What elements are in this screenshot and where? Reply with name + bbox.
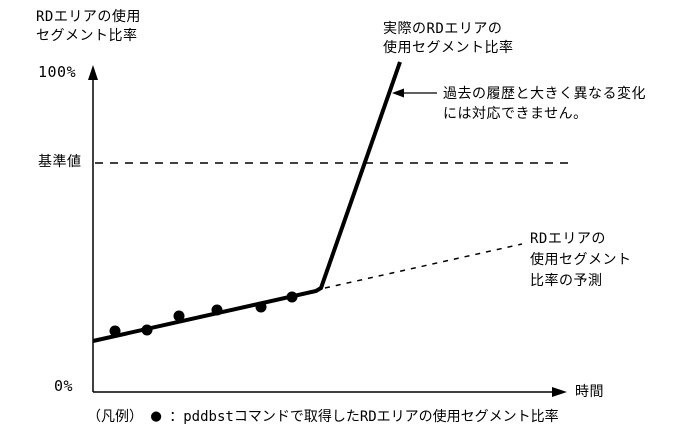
actual-line-label: 実際のRDエリアの 使用セグメント比率 (383, 21, 514, 56)
y-axis-title: RDエリアの使用 セグメント比率 (36, 9, 141, 44)
warning-annotation: 過去の履歴と大きく異なる変化 には対応できません。 (443, 86, 646, 122)
x-axis-label: 時間 (575, 384, 604, 400)
legend-text: ：pddbstコマンドで取得したRDエリアの使用セグメント比率 (169, 409, 559, 425)
prediction-label: RDエリアの 使用セグメント 比率の予測 (530, 231, 632, 289)
y-tick-0: 0% (54, 377, 74, 395)
y-tick-100: 100% (38, 63, 77, 81)
legend-prefix: （凡例） (87, 409, 143, 425)
legend: （凡例） ● ：pddbstコマンドで取得したRDエリアの使用セグメント比率 (87, 406, 559, 426)
threshold-label: 基準値 (38, 154, 82, 170)
legend-bullet-icon: ● (151, 405, 162, 426)
